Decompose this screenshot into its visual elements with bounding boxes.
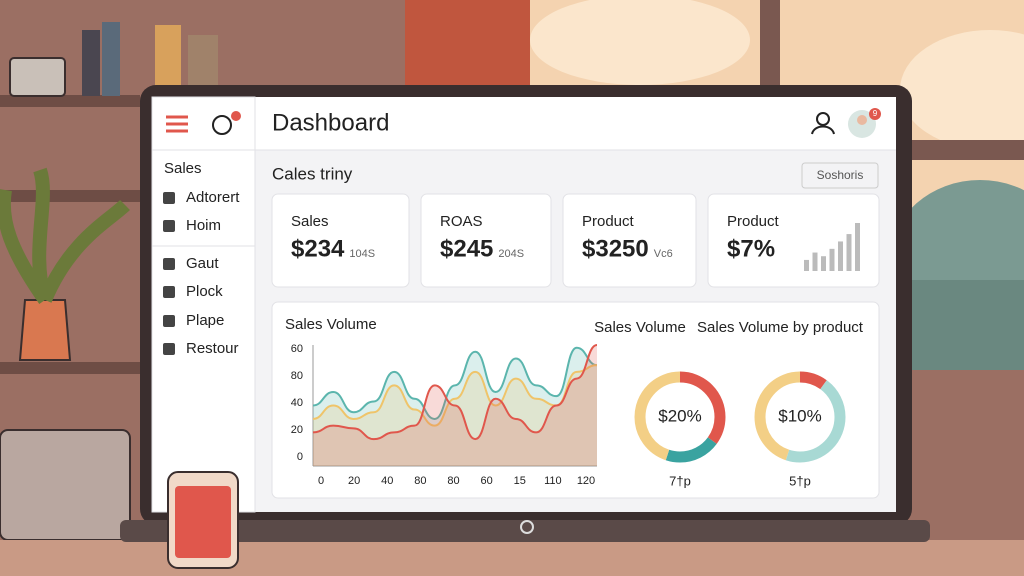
donut-label: $10%: [778, 406, 821, 425]
sidebar-item[interactable]: Gaut: [186, 255, 219, 272]
avatar-badge: [869, 108, 881, 120]
donut-label: $20%: [658, 406, 701, 425]
book: [155, 25, 181, 95]
y-tick-label: 0: [297, 451, 303, 463]
card-value: $3250: [582, 235, 649, 262]
tree: [905, 280, 1024, 370]
x-tick-label: 40: [381, 475, 393, 487]
mini-bar: [846, 234, 852, 271]
y-tick-label: 20: [291, 424, 303, 436]
sidebar-item[interactable]: Restour: [186, 340, 239, 357]
sidebar-item[interactable]: Plock: [186, 283, 223, 300]
donut-segment: [754, 371, 846, 463]
donut-caption: 5†p: [789, 473, 811, 488]
plant: [0, 167, 130, 305]
donut-segment: [754, 371, 846, 463]
trackpad-notch: [520, 520, 534, 534]
line: [312, 364, 598, 427]
window-frame: [910, 140, 1024, 160]
mini-bar: [804, 259, 809, 271]
card-label: Product: [727, 213, 780, 230]
y-tick-label: 60: [291, 343, 303, 355]
profile-button[interactable]: [811, 112, 835, 135]
chat-button[interactable]: [212, 115, 232, 135]
shelf: [0, 190, 140, 202]
x-tick-label: 0: [318, 475, 324, 487]
search-button[interactable]: [801, 162, 879, 189]
donut-segment: [634, 371, 726, 463]
book: [82, 30, 100, 96]
sidebar-icon: [163, 343, 175, 355]
stat-card: [271, 193, 410, 288]
mini-bar: [812, 252, 818, 271]
sidebar-icon: [163, 258, 175, 270]
sidebar-item[interactable]: Adtorert: [186, 189, 240, 206]
x-tick-label: 80: [414, 475, 426, 487]
sidebar-icon: [163, 286, 175, 298]
sidebar-item[interactable]: Plape: [186, 312, 224, 329]
donut-title: Sales Volume by product: [697, 319, 864, 336]
x-tick-label: 15: [514, 475, 526, 487]
header-bar: [152, 97, 896, 150]
card-value: $7%: [727, 235, 775, 262]
phone-screen: [175, 486, 231, 558]
chat-badge: [231, 111, 241, 121]
book: [102, 22, 120, 96]
y-tick-label: 40: [291, 397, 303, 409]
sidebar-item[interactable]: Sales: [164, 160, 202, 177]
sidebar-icon: [163, 315, 175, 327]
mini-bar: [855, 223, 860, 271]
page-title: Dashboard: [272, 109, 389, 136]
stat-card: [562, 193, 697, 288]
donut-title: Sales Volume: [594, 319, 686, 336]
x-tick-label: 20: [348, 475, 360, 487]
donut-caption: 7†p: [669, 473, 691, 488]
mini-bar: [838, 241, 843, 271]
mini-bar: [829, 248, 835, 271]
card-sub: Vc6: [654, 248, 673, 260]
curtain: [405, 0, 530, 85]
shelf: [0, 362, 140, 374]
stat-card: [420, 193, 552, 288]
sidebar-item[interactable]: Hoim: [186, 217, 221, 234]
line: [312, 344, 598, 441]
mug: [0, 429, 131, 541]
shelf: [0, 95, 140, 107]
stat-card: [707, 193, 880, 288]
card-label: Sales: [291, 213, 329, 230]
search-button-label: Soshoris: [817, 168, 864, 182]
cloud: [530, 0, 750, 85]
desk: [0, 540, 1024, 576]
line: [312, 346, 598, 420]
card-value: $234: [291, 235, 345, 262]
radio: [9, 57, 66, 97]
laptop-base: [120, 520, 930, 542]
mini-bar: [821, 256, 826, 271]
x-tick-label: 60: [481, 475, 493, 487]
x-tick-label: 80: [447, 475, 459, 487]
avatar-face: [857, 115, 867, 125]
pot: [18, 299, 72, 361]
donut-segment: [634, 371, 726, 463]
x-tick-label: 120: [577, 475, 595, 487]
badge-count: 9: [873, 109, 878, 118]
y-tick-label: 80: [291, 370, 303, 382]
card-value: $245: [440, 235, 493, 262]
card-sub: 104S: [349, 248, 375, 260]
card-label: ROAS: [440, 213, 483, 230]
card-sub: 204S: [498, 248, 524, 260]
chart-title: Sales Volume: [285, 316, 377, 333]
menu-button[interactable]: [166, 115, 188, 133]
chart-panel: [271, 301, 880, 499]
x-tick-label: 110: [544, 475, 562, 487]
card-label: Product: [582, 213, 635, 230]
cloud: [900, 30, 1024, 150]
sidebar-icon: [163, 192, 175, 204]
section-title: Cales triny: [272, 164, 353, 183]
sidebar-icon: [163, 220, 175, 232]
